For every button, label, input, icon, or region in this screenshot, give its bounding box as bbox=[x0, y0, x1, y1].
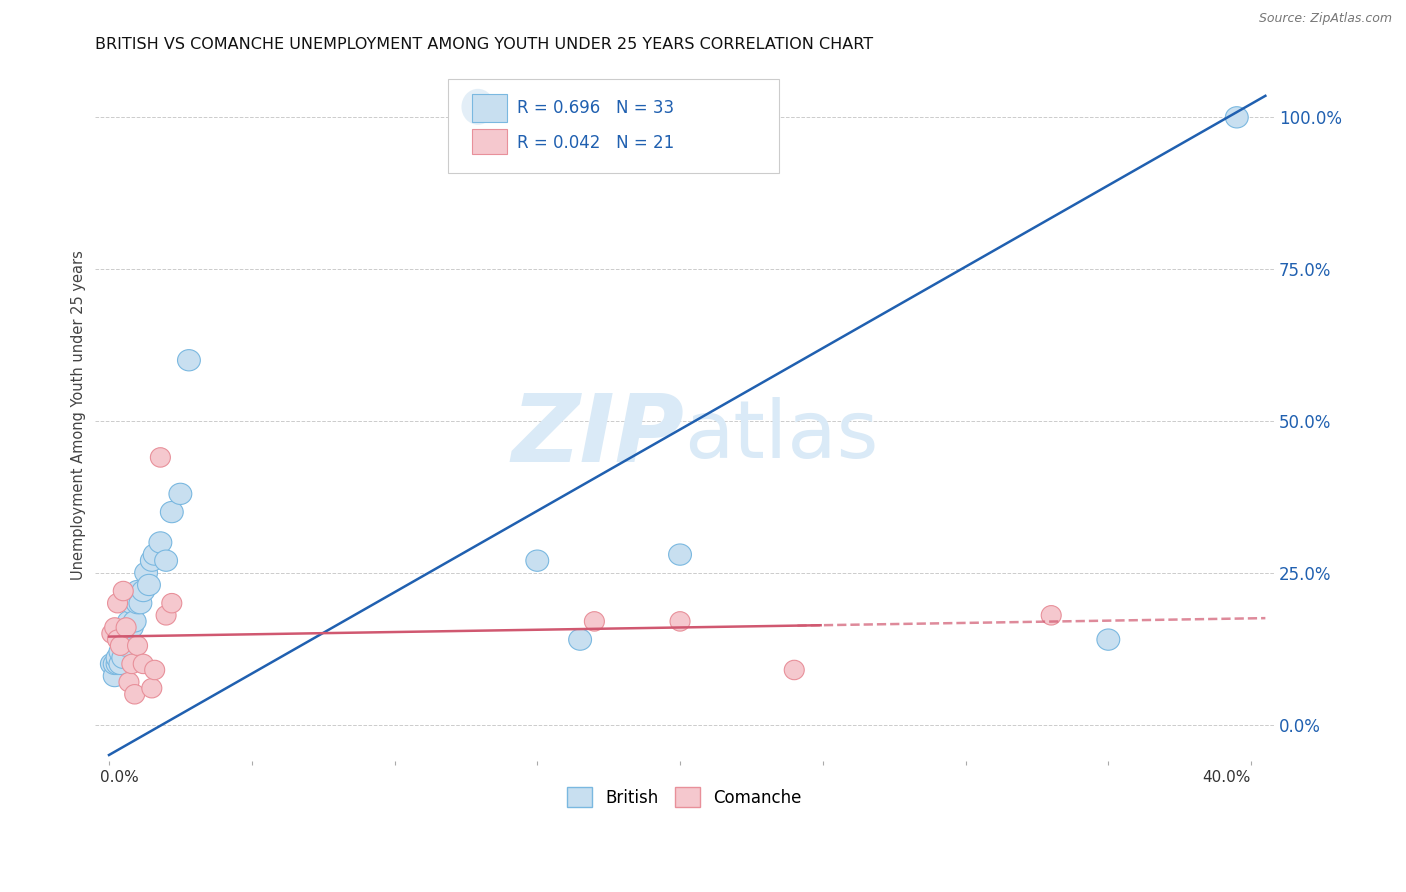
Ellipse shape bbox=[156, 606, 176, 625]
Ellipse shape bbox=[118, 611, 141, 632]
Text: Source: ZipAtlas.com: Source: ZipAtlas.com bbox=[1258, 12, 1392, 25]
Ellipse shape bbox=[150, 448, 170, 467]
Ellipse shape bbox=[100, 653, 124, 674]
Ellipse shape bbox=[132, 581, 155, 602]
Ellipse shape bbox=[138, 574, 160, 596]
Ellipse shape bbox=[103, 665, 127, 687]
Ellipse shape bbox=[585, 612, 605, 632]
Ellipse shape bbox=[121, 592, 143, 614]
Ellipse shape bbox=[669, 544, 692, 566]
Ellipse shape bbox=[143, 544, 166, 566]
Ellipse shape bbox=[108, 593, 128, 613]
Ellipse shape bbox=[103, 653, 127, 674]
FancyBboxPatch shape bbox=[449, 79, 779, 172]
Ellipse shape bbox=[120, 673, 139, 692]
Ellipse shape bbox=[122, 654, 142, 673]
Text: R = 0.696   N = 33: R = 0.696 N = 33 bbox=[517, 99, 673, 117]
Ellipse shape bbox=[127, 581, 149, 602]
Ellipse shape bbox=[568, 629, 592, 650]
Legend: British, Comanche: British, Comanche bbox=[558, 779, 810, 815]
Ellipse shape bbox=[526, 550, 548, 571]
Ellipse shape bbox=[115, 623, 138, 644]
Ellipse shape bbox=[671, 612, 690, 632]
Ellipse shape bbox=[141, 550, 163, 571]
Text: 0.0%: 0.0% bbox=[100, 770, 139, 785]
Ellipse shape bbox=[785, 660, 804, 680]
Ellipse shape bbox=[125, 684, 145, 704]
Ellipse shape bbox=[110, 653, 132, 674]
Ellipse shape bbox=[114, 582, 134, 600]
Text: 40.0%: 40.0% bbox=[1202, 770, 1251, 785]
Text: BRITISH VS COMANCHE UNEMPLOYMENT AMONG YOUTH UNDER 25 YEARS CORRELATION CHART: BRITISH VS COMANCHE UNEMPLOYMENT AMONG Y… bbox=[94, 37, 873, 53]
Text: R = 0.042   N = 21: R = 0.042 N = 21 bbox=[517, 134, 673, 152]
Ellipse shape bbox=[461, 89, 495, 125]
Ellipse shape bbox=[104, 618, 125, 637]
Ellipse shape bbox=[110, 641, 132, 663]
Ellipse shape bbox=[145, 660, 165, 680]
FancyBboxPatch shape bbox=[472, 95, 508, 122]
Ellipse shape bbox=[115, 635, 138, 657]
FancyBboxPatch shape bbox=[472, 129, 508, 154]
Ellipse shape bbox=[101, 624, 122, 643]
Ellipse shape bbox=[121, 617, 143, 638]
Ellipse shape bbox=[112, 648, 135, 668]
Ellipse shape bbox=[129, 592, 152, 614]
Ellipse shape bbox=[177, 350, 201, 371]
Text: ZIP: ZIP bbox=[512, 390, 685, 482]
Ellipse shape bbox=[160, 501, 183, 523]
Ellipse shape bbox=[127, 592, 149, 614]
Ellipse shape bbox=[162, 593, 181, 613]
Ellipse shape bbox=[105, 648, 129, 668]
Ellipse shape bbox=[169, 483, 191, 505]
Ellipse shape bbox=[124, 611, 146, 632]
Ellipse shape bbox=[112, 629, 135, 650]
Ellipse shape bbox=[1226, 107, 1249, 128]
Ellipse shape bbox=[134, 654, 153, 673]
Ellipse shape bbox=[142, 679, 162, 698]
Ellipse shape bbox=[111, 636, 131, 656]
Ellipse shape bbox=[135, 562, 157, 583]
Ellipse shape bbox=[155, 550, 177, 571]
Ellipse shape bbox=[1042, 606, 1062, 625]
Text: atlas: atlas bbox=[685, 397, 879, 475]
Ellipse shape bbox=[105, 653, 129, 674]
Ellipse shape bbox=[149, 532, 172, 553]
Ellipse shape bbox=[108, 630, 128, 649]
Ellipse shape bbox=[128, 636, 148, 656]
Y-axis label: Unemployment Among Youth under 25 years: Unemployment Among Youth under 25 years bbox=[72, 250, 86, 580]
Ellipse shape bbox=[117, 618, 136, 637]
Ellipse shape bbox=[1097, 629, 1119, 650]
